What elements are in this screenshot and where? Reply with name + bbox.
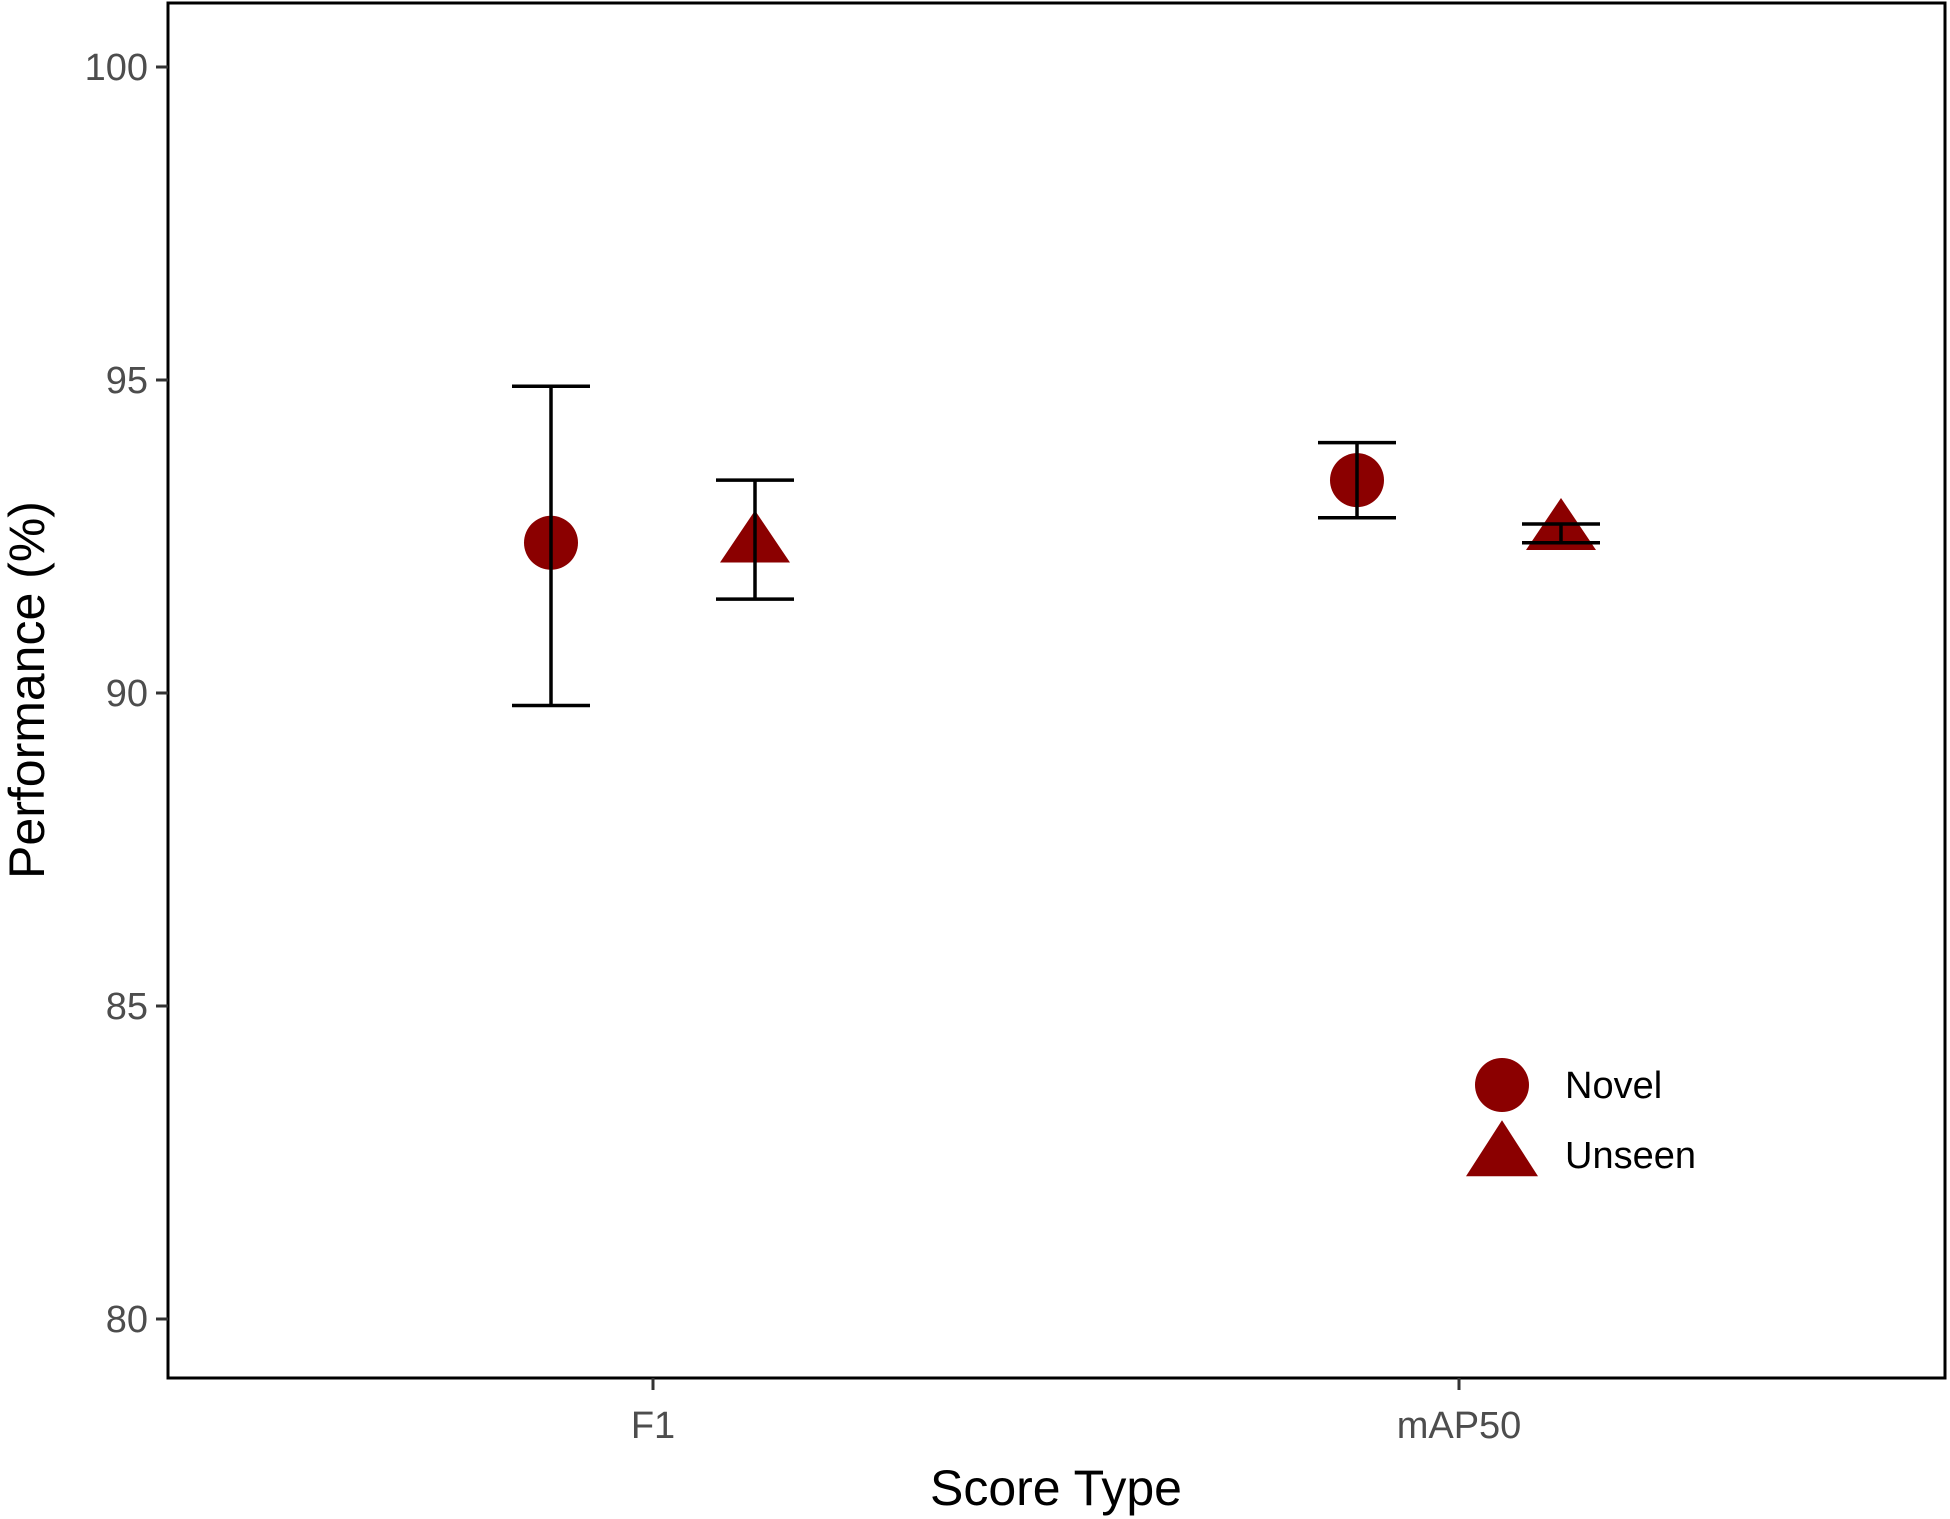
- plot-panel: [166, 1, 1947, 1380]
- x-axis: F1 mAP50: [631, 1378, 1521, 1447]
- legend-label: Unseen: [1565, 1135, 1696, 1177]
- y-tick-label: 85: [106, 986, 148, 1028]
- legend-label: Novel: [1565, 1065, 1662, 1107]
- legend-key-unseen: [1466, 1120, 1538, 1177]
- legend: Novel Unseen: [1466, 1058, 1696, 1177]
- y-tick-label: 100: [85, 47, 148, 89]
- y-tick-label: 90: [106, 673, 148, 715]
- y-axis: 80 85 90 95 100: [85, 47, 168, 1341]
- x-axis-title: Score Type: [930, 1460, 1182, 1516]
- y-tick-label: 80: [106, 1299, 148, 1341]
- data-marks: [512, 384, 1600, 708]
- x-tick-label: mAP50: [1397, 1405, 1522, 1447]
- legend-key-novel: [1475, 1058, 1529, 1112]
- y-axis-title: Performance (%): [0, 501, 55, 879]
- y-tick-label: 95: [106, 360, 148, 402]
- x-tick-label: F1: [631, 1405, 675, 1447]
